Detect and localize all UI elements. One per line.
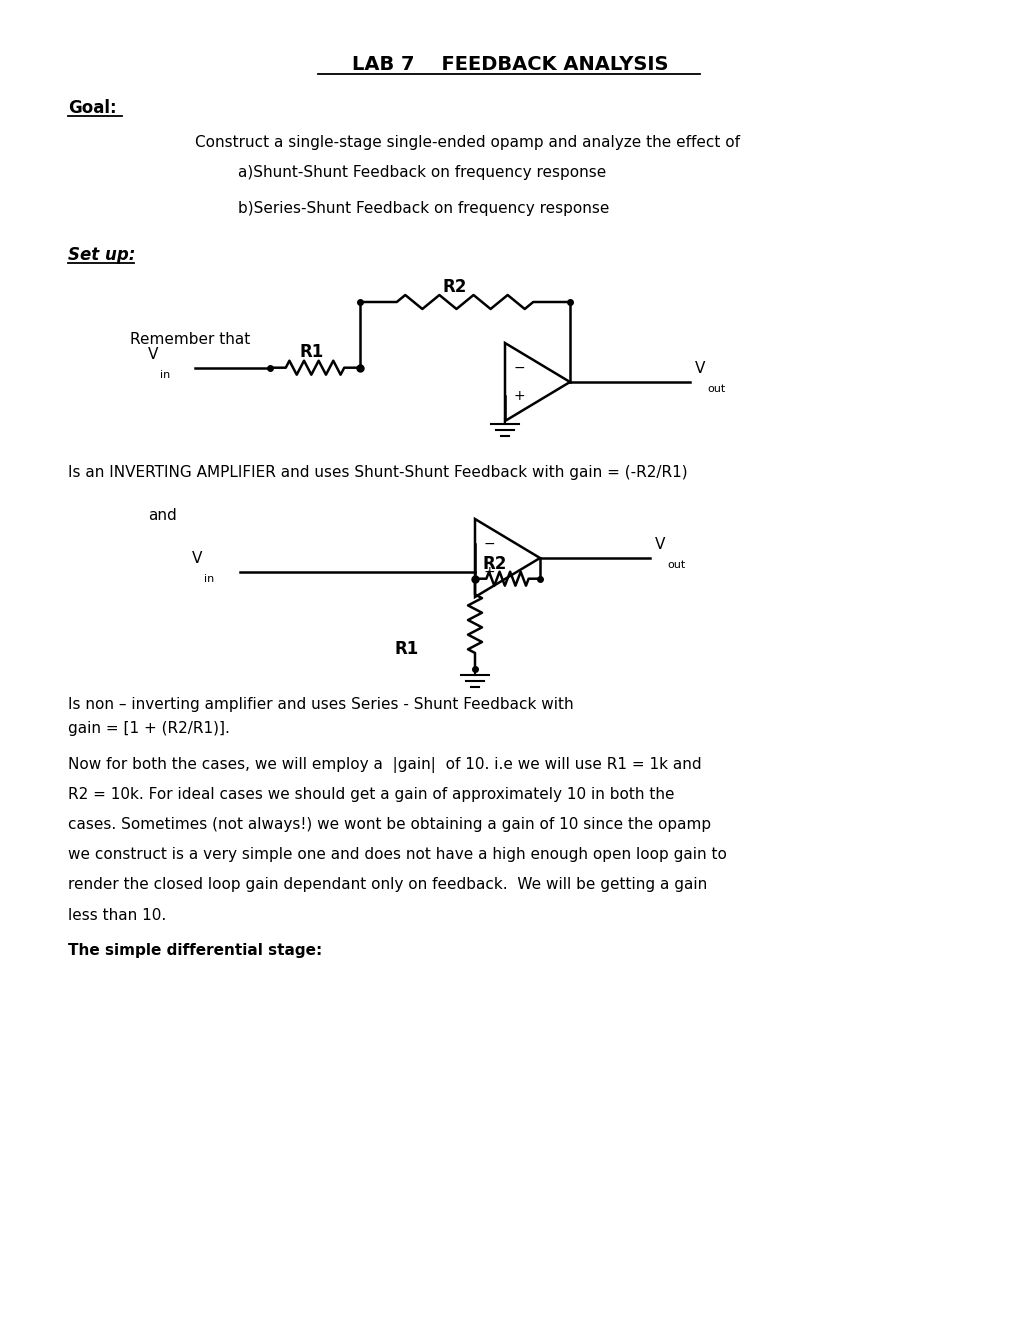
Text: less than 10.: less than 10. [68,908,166,923]
Text: R1: R1 [300,343,324,360]
Text: out: out [706,384,725,393]
Text: Remember that: Remember that [129,333,250,347]
Text: Construct a single-stage single-ended opamp and analyze the effect of: Construct a single-stage single-ended op… [195,135,739,149]
Text: R1: R1 [394,640,419,657]
Text: V: V [694,360,705,376]
Text: R2 = 10k. For ideal cases we should get a gain of approximately 10 in both the: R2 = 10k. For ideal cases we should get … [68,788,674,803]
Text: LAB 7    FEEDBACK ANALYSIS: LAB 7 FEEDBACK ANALYSIS [352,55,667,74]
Text: a)Shunt-Shunt Feedback on frequency response: a)Shunt-Shunt Feedback on frequency resp… [237,165,605,180]
Text: V: V [654,537,664,552]
Text: and: and [148,507,176,523]
Text: in: in [204,574,214,585]
Text: Is non – inverting amplifier and uses Series - Shunt Feedback with: Is non – inverting amplifier and uses Se… [68,697,573,711]
Text: R2: R2 [442,279,467,296]
Text: The simple differential stage:: The simple differential stage: [68,942,322,957]
Text: +: + [484,565,495,579]
Text: b)Series-Shunt Feedback on frequency response: b)Series-Shunt Feedback on frequency res… [237,201,608,215]
Text: −: − [514,360,525,375]
Text: Is an INVERTING AMPLIFIER and uses Shunt-Shunt Feedback with gain = (-R2/R1): Is an INVERTING AMPLIFIER and uses Shunt… [68,465,687,479]
Text: gain = [1 + (R2/R1)].: gain = [1 + (R2/R1)]. [68,721,229,735]
Text: Set up:: Set up: [68,246,136,264]
Text: Goal:: Goal: [68,99,116,117]
Text: we construct is a very simple one and does not have a high enough open loop gain: we construct is a very simple one and do… [68,847,727,862]
Text: R2: R2 [483,554,506,573]
Text: +: + [514,389,525,404]
Text: V: V [192,552,202,566]
Text: Now for both the cases, we will employ a  |gain|  of 10. i.e we will use R1 = 1k: Now for both the cases, we will employ a… [68,756,701,774]
Text: V: V [148,347,158,362]
Text: −: − [484,537,495,550]
Text: cases. Sometimes (not always!) we wont be obtaining a gain of 10 since the opamp: cases. Sometimes (not always!) we wont b… [68,817,710,833]
Text: render the closed loop gain dependant only on feedback.  We will be getting a ga: render the closed loop gain dependant on… [68,878,706,892]
Text: in: in [160,370,170,380]
Text: out: out [666,560,685,570]
